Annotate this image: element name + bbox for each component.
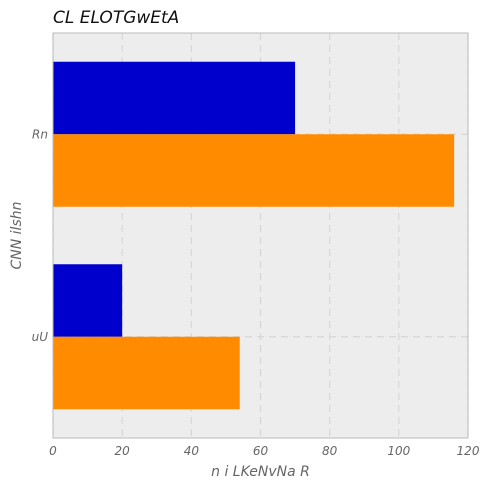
x-tick-label: 100 bbox=[387, 444, 410, 458]
x-tick-label: 40 bbox=[184, 444, 200, 458]
bar bbox=[53, 134, 455, 207]
plot-frame bbox=[52, 32, 469, 439]
x-axis-label: n i LKeNvNa R bbox=[211, 464, 310, 480]
y-tick-label: Rn bbox=[32, 127, 48, 141]
x-tick-label: 0 bbox=[49, 444, 57, 458]
x-tick-label: 60 bbox=[253, 444, 269, 458]
x-tick-label: 120 bbox=[457, 444, 480, 458]
x-tick-label: 20 bbox=[115, 444, 131, 458]
y-axis-label: CNN ilshn bbox=[9, 202, 25, 270]
tick-labels: 0 20 40 60 80 100 120 Rn uU bbox=[32, 127, 480, 458]
chart-title: CL ELOTGwEtA bbox=[53, 8, 179, 28]
bar bbox=[53, 336, 240, 410]
bar bbox=[53, 264, 123, 337]
bars bbox=[53, 61, 455, 410]
y-tick-label: uU bbox=[32, 330, 49, 344]
bar bbox=[53, 61, 296, 135]
x-tick-label: 80 bbox=[322, 444, 338, 458]
